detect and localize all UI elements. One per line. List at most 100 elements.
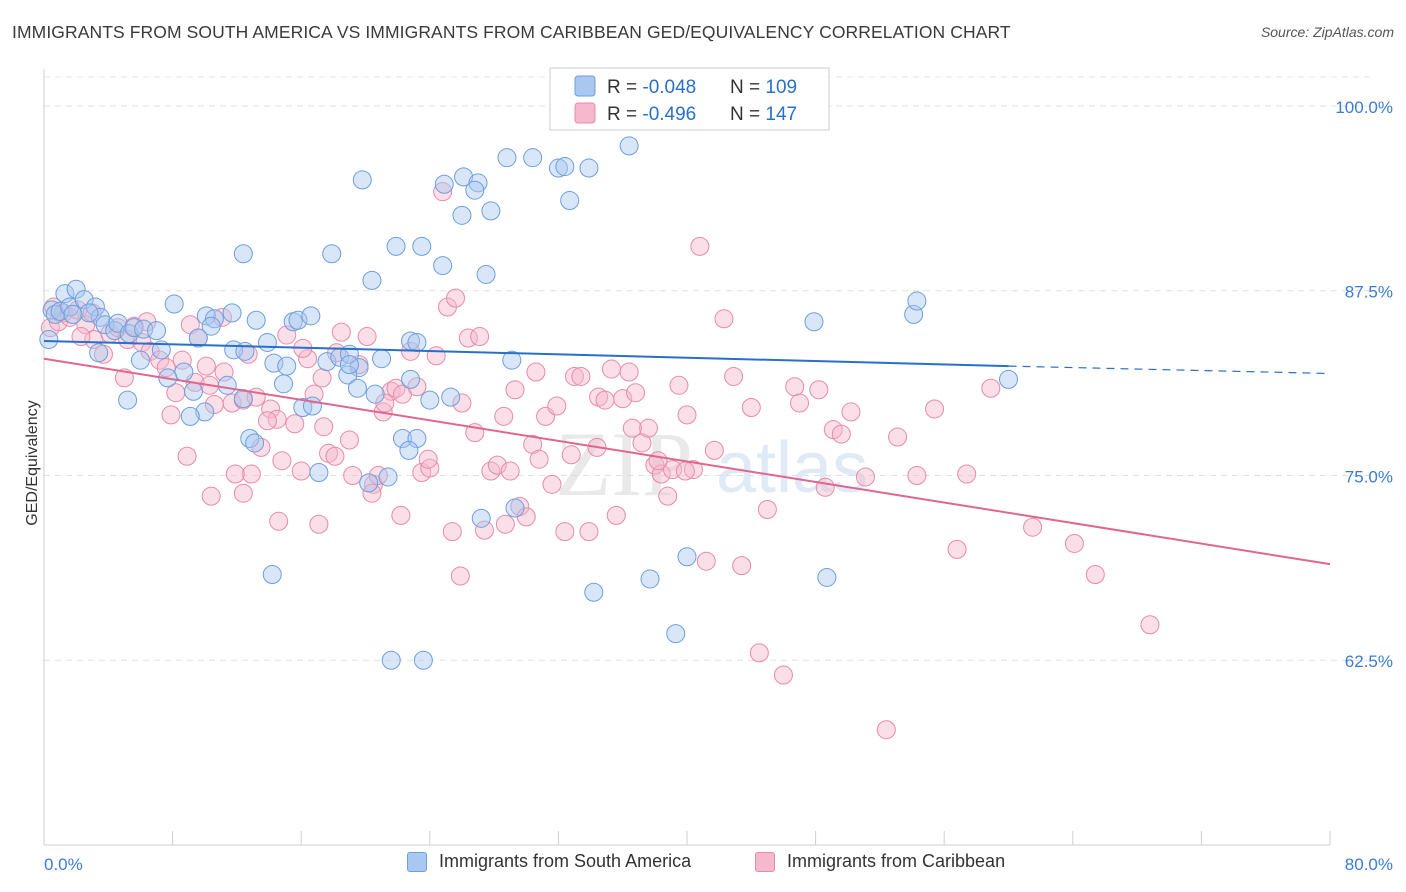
trend-lines <box>43 339 1331 566</box>
data-point-south-america <box>293 397 313 417</box>
data-point-caribbean <box>500 461 520 481</box>
legend-r-label-pink: R = <box>607 104 642 125</box>
data-point-caribbean <box>331 322 351 342</box>
data-point-caribbean <box>571 366 591 386</box>
data-point-caribbean <box>606 505 626 525</box>
series-legend: Immigrants from South America Immigrants… <box>0 851 1406 879</box>
x-tick-labels: 0.0% 80.0% <box>44 855 1393 874</box>
data-point-south-america <box>666 624 686 644</box>
data-point-caribbean <box>831 424 851 444</box>
data-point-south-america <box>381 650 401 670</box>
data-point-south-america <box>907 291 927 311</box>
data-point-caribbean <box>269 511 289 531</box>
data-point-caribbean <box>60 307 80 327</box>
data-point-caribbean <box>474 520 494 540</box>
data-point-south-america <box>130 350 150 370</box>
chart-title: IMMIGRANTS FROM SOUTH AMERICA VS IMMIGRA… <box>12 22 1011 42</box>
data-point-caribbean <box>418 449 438 469</box>
watermark-atlas: atlas <box>716 428 868 508</box>
data-point-caribbean <box>542 474 562 494</box>
legend-swatch-south-america <box>407 851 427 872</box>
data-point-south-america <box>118 390 138 410</box>
data-point-caribbean <box>749 643 769 663</box>
data-point-south-america <box>817 567 837 587</box>
data-point-south-america <box>183 381 203 401</box>
correlation-legend: R = -0.048 N = 109 R = -0.496 N = 147 <box>549 67 830 131</box>
data-point-south-america <box>89 343 109 363</box>
data-point-south-america <box>420 390 440 410</box>
svg-text:R = -0.496: R = -0.496 <box>607 104 696 125</box>
source-credit: Source: ZipAtlas.com <box>1260 24 1394 40</box>
data-point-caribbean <box>114 368 134 388</box>
data-point-south-america <box>359 473 379 493</box>
legend-item-south-america[interactable]: Immigrants from South America <box>407 851 691 872</box>
data-point-south-america <box>497 148 517 168</box>
data-point-south-america <box>39 329 59 349</box>
data-point-caribbean <box>677 405 697 425</box>
data-point-caribbean <box>433 182 453 202</box>
data-point-caribbean <box>362 483 382 503</box>
data-point-caribbean <box>257 411 277 431</box>
data-point-south-america <box>392 429 412 449</box>
data-point-south-america <box>317 352 337 372</box>
data-point-south-america <box>407 429 427 449</box>
data-point-caribbean <box>1023 517 1043 537</box>
legend-n-value-pink: 147 <box>765 104 797 125</box>
data-point-caribbean <box>957 464 977 484</box>
data-point-south-america <box>301 306 321 326</box>
data-point-caribbean <box>815 477 835 497</box>
trendline-caribbean <box>43 357 1331 566</box>
data-point-caribbean <box>222 393 242 413</box>
data-point-south-america <box>217 375 237 395</box>
data-point-caribbean <box>981 378 1001 398</box>
data-point-caribbean <box>452 393 472 413</box>
data-point-south-america <box>188 328 208 348</box>
y-tick-label: 87.5% <box>1345 283 1393 302</box>
data-point-caribbean <box>446 288 466 308</box>
data-point-south-america <box>505 498 525 518</box>
data-point-caribbean <box>201 486 221 506</box>
gridlines <box>44 76 1370 661</box>
y-tick-label: 75.0% <box>1345 467 1393 486</box>
data-point-south-america <box>452 205 472 225</box>
legend-swatch-blue <box>574 75 596 97</box>
data-point-south-america <box>471 508 491 528</box>
data-point-south-america <box>245 433 265 453</box>
data-point-caribbean <box>947 539 967 559</box>
data-point-caribbean <box>669 375 689 395</box>
data-point-south-america <box>999 369 1018 389</box>
data-point-south-america <box>434 174 454 194</box>
data-point-caribbean <box>648 451 668 471</box>
data-point-south-america <box>454 167 474 187</box>
data-point-south-america <box>352 170 372 190</box>
data-point-south-america <box>465 180 485 200</box>
data-point-caribbean <box>285 414 305 434</box>
data-point-caribbean <box>757 499 777 519</box>
data-point-south-america <box>347 378 367 398</box>
data-point-caribbean <box>494 406 514 426</box>
data-point-caribbean <box>579 522 599 542</box>
legend-item-caribbean[interactable]: Immigrants from Caribbean <box>755 851 1005 872</box>
legend-swatch-caribbean <box>755 851 775 872</box>
y-tick-labels: 62.5% 75.0% 87.5% 100.0% <box>1335 98 1393 671</box>
data-point-caribbean <box>487 455 507 475</box>
y-tick-label: 100.0% <box>1335 98 1393 117</box>
legend-r-value-pink: -0.496 <box>642 104 696 125</box>
data-point-caribbean <box>626 383 646 403</box>
data-point-caribbean <box>343 465 363 485</box>
data-point-south-america <box>412 236 432 256</box>
data-point-caribbean <box>841 402 861 422</box>
data-point-caribbean <box>675 461 695 481</box>
data-point-south-america <box>164 294 184 314</box>
data-point-caribbean <box>339 430 359 450</box>
data-point-caribbean <box>888 427 908 447</box>
data-point-south-america <box>79 303 99 323</box>
data-point-caribbean <box>156 358 176 378</box>
legend-label-south-america: Immigrants from South America <box>439 851 692 871</box>
data-point-caribbean <box>150 350 170 370</box>
data-point-south-america <box>274 374 294 394</box>
data-point-south-america <box>147 321 167 341</box>
legend-r-label-blue: R = <box>607 77 642 98</box>
data-point-south-america <box>50 301 70 321</box>
data-point-caribbean <box>442 522 462 542</box>
